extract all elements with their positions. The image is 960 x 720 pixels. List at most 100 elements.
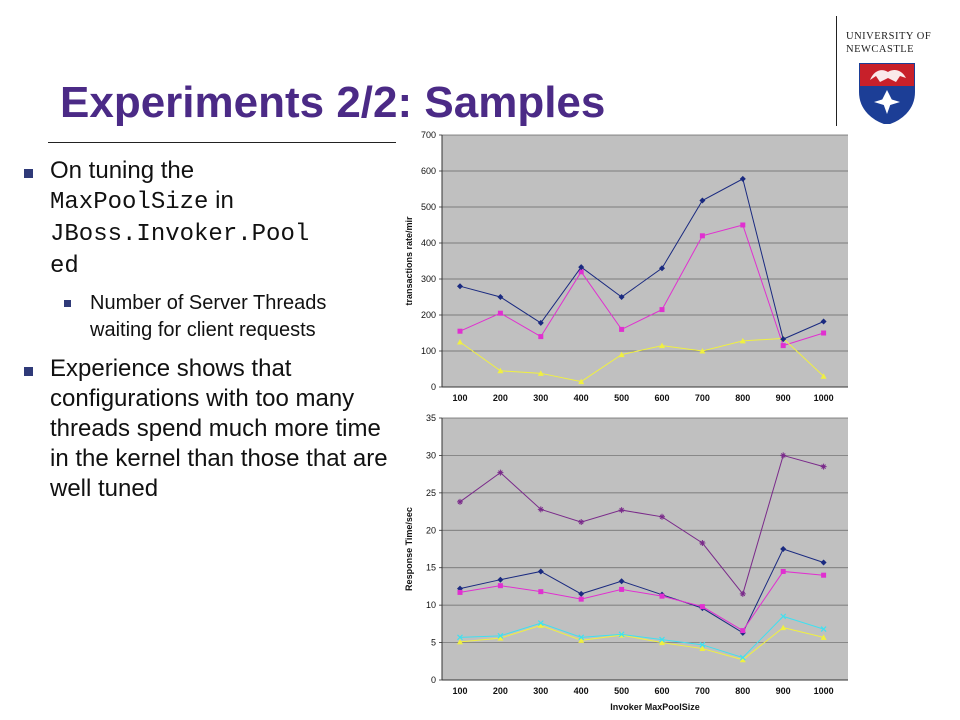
bullet-experience-text: Experience shows that configurations wit… bbox=[50, 355, 388, 502]
header-divider bbox=[836, 16, 837, 126]
plot-area bbox=[442, 135, 848, 387]
data-point bbox=[659, 593, 665, 599]
data-point bbox=[619, 586, 625, 592]
data-point bbox=[739, 590, 746, 597]
y-tick-label: 700 bbox=[421, 130, 436, 140]
data-point bbox=[699, 641, 706, 648]
y-tick-label: 500 bbox=[421, 202, 436, 212]
data-point bbox=[457, 634, 463, 641]
y-tick-label: 5 bbox=[431, 638, 436, 648]
series-line bbox=[459, 615, 824, 659]
series-CustStatus bbox=[457, 613, 827, 661]
bullet-tuning-text2: in bbox=[215, 187, 234, 214]
data-point bbox=[659, 513, 665, 520]
data-point bbox=[780, 452, 787, 459]
y-tick-label: 15 bbox=[426, 563, 436, 573]
transactions-chart-panel: 0 100 200 300 400 500 600 700 100 200 300 400 500 600… bbox=[396, 128, 848, 406]
series-line bbox=[459, 570, 824, 632]
series-line bbox=[459, 337, 824, 383]
x-tick-label: 100 bbox=[452, 393, 467, 403]
sub-bullet-square-icon bbox=[64, 300, 71, 307]
data-point bbox=[619, 326, 625, 332]
transactions-chart: 0 100 200 300 400 500 600 700 100 200 300 400 500 600… bbox=[404, 130, 848, 403]
data-point bbox=[699, 540, 706, 547]
x-tick-label: 200 bbox=[493, 393, 508, 403]
data-point bbox=[699, 348, 706, 354]
y-tick-label: 0 bbox=[431, 675, 436, 685]
data-point bbox=[739, 654, 746, 661]
data-point bbox=[497, 635, 504, 641]
data-point bbox=[537, 506, 544, 513]
x-tick-label: 1000 bbox=[814, 393, 834, 403]
data-point bbox=[497, 294, 504, 300]
series-BBops bbox=[457, 175, 827, 343]
bullet-square-icon bbox=[24, 169, 33, 178]
data-point bbox=[537, 622, 544, 628]
data-point bbox=[457, 638, 463, 645]
code-invoker-pooled-part2: ed bbox=[50, 253, 79, 280]
data-point bbox=[497, 469, 504, 476]
data-point bbox=[699, 197, 706, 204]
x-tick-label: 900 bbox=[776, 393, 791, 403]
series-line bbox=[459, 224, 824, 347]
y-tick-label: 600 bbox=[421, 166, 436, 176]
plot-area bbox=[442, 418, 848, 680]
bullet-experience: Experience shows that configurations wit… bbox=[20, 354, 392, 504]
data-point bbox=[578, 519, 585, 526]
slide-body: On tuning the MaxPoolSize in JBoss.Invok… bbox=[20, 156, 392, 512]
data-point bbox=[821, 330, 827, 336]
logo-line2: NEWCASTLE bbox=[846, 44, 915, 55]
data-point bbox=[699, 233, 705, 239]
data-point bbox=[578, 637, 585, 643]
y-tick-label: 35 bbox=[426, 413, 436, 423]
data-point bbox=[578, 590, 585, 597]
series-line bbox=[459, 624, 824, 661]
x-tick-label: 500 bbox=[614, 686, 629, 696]
data-point bbox=[659, 639, 665, 646]
bullet-tuning: On tuning the MaxPoolSize in JBoss.Invok… bbox=[20, 156, 392, 282]
series-Mfg rate bbox=[457, 335, 827, 385]
series-line bbox=[459, 178, 824, 340]
x-tick-label: 100 bbox=[452, 686, 467, 696]
y-tick-label: 400 bbox=[421, 238, 436, 248]
series-line bbox=[459, 548, 824, 634]
x-tick-label: 800 bbox=[735, 393, 750, 403]
slide-title: Experiments 2/2: Samples bbox=[60, 78, 606, 127]
x-tick-label: 700 bbox=[695, 393, 710, 403]
x-tick-label: 1000 bbox=[814, 686, 834, 696]
series-ChgOrder bbox=[457, 568, 827, 634]
data-point bbox=[780, 568, 786, 574]
data-point bbox=[618, 351, 625, 358]
data-point bbox=[537, 568, 544, 575]
data-point bbox=[780, 546, 787, 552]
data-point bbox=[618, 578, 625, 585]
data-point bbox=[618, 507, 625, 514]
y-axis-label: transactions rate/mir bbox=[404, 216, 414, 306]
y-tick-label: 200 bbox=[421, 310, 436, 320]
data-point bbox=[740, 628, 746, 634]
series-Order rate bbox=[457, 222, 827, 349]
y-tick-label: 25 bbox=[426, 488, 436, 498]
code-maxpoolsize: MaxPoolSize bbox=[50, 189, 209, 216]
data-point bbox=[659, 307, 665, 313]
x-tick-label: 600 bbox=[654, 393, 669, 403]
university-logo: UNIVERSITY OF NEWCASTLE bbox=[846, 30, 942, 124]
data-point bbox=[659, 265, 665, 272]
data-point bbox=[578, 264, 585, 271]
data-point bbox=[739, 175, 746, 182]
data-point bbox=[457, 328, 463, 334]
data-point bbox=[780, 624, 787, 631]
data-point bbox=[497, 632, 504, 639]
data-point bbox=[699, 604, 705, 610]
data-point bbox=[537, 319, 544, 326]
data-point bbox=[497, 310, 503, 316]
data-point bbox=[820, 318, 827, 325]
series-OrderStatus bbox=[457, 622, 827, 663]
series-line bbox=[459, 454, 824, 595]
data-point bbox=[739, 337, 746, 344]
data-point bbox=[578, 378, 585, 385]
y-tick-label: 0 bbox=[431, 382, 436, 392]
data-point bbox=[457, 585, 463, 592]
sub-bullet-threads: Number of Server Threads waiting for cli… bbox=[20, 290, 350, 344]
x-tick-label: 900 bbox=[776, 686, 791, 696]
